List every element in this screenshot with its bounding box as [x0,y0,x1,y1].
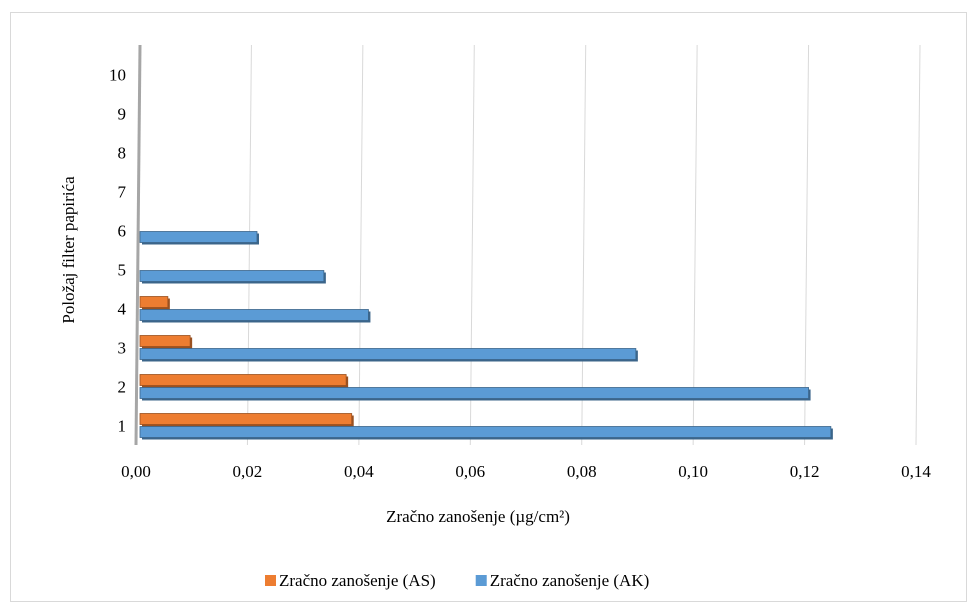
grid-line [581,44,587,446]
x-tick-label: 0,00 [121,462,151,481]
x-tick-label: 0,14 [901,462,931,481]
grid-line [804,44,810,446]
bar [139,335,191,347]
x-tick-label: 0,06 [455,462,485,481]
y-axis [134,44,142,446]
y-axis-title: Položaj filter papirića [59,176,78,324]
grid-line [358,44,364,446]
y-tick-label: 3 [118,338,127,357]
bar [139,309,369,321]
x-tick-label: 0,08 [567,462,597,481]
x-tick-label: 0,10 [678,462,708,481]
bar [139,374,347,386]
y-tick-label: 5 [118,260,127,279]
x-tick-label: 0,02 [233,462,263,481]
y-tick-label: 6 [118,221,127,240]
bar [139,296,169,308]
y-tick-label: 1 [118,416,127,435]
legend-label: Zračno zanošenje (AS) [279,571,436,590]
y-tick-label: 7 [118,182,127,201]
bar [139,231,258,243]
grid-line [915,44,921,446]
bar [139,426,832,438]
y-tick-label: 2 [118,377,127,396]
x-tick-label: 0,12 [790,462,820,481]
bar [139,348,637,360]
bar [139,387,809,399]
legend-label: Zračno zanošenje (AK) [490,571,650,590]
bar [139,413,353,425]
y-tick-label: 4 [118,299,127,318]
bar [139,270,325,282]
legend-swatch [265,575,276,586]
legend-swatch [475,575,487,586]
x-tick-label: 0,04 [344,462,374,481]
y-tick-label: 9 [118,104,127,123]
grid-line [692,44,698,446]
x-axis-title: Zračno zanošenje (µg/cm²) [386,507,570,526]
y-tick-label: 10 [109,65,126,84]
grid-line [469,44,475,446]
y-tick-label: 8 [118,143,127,162]
